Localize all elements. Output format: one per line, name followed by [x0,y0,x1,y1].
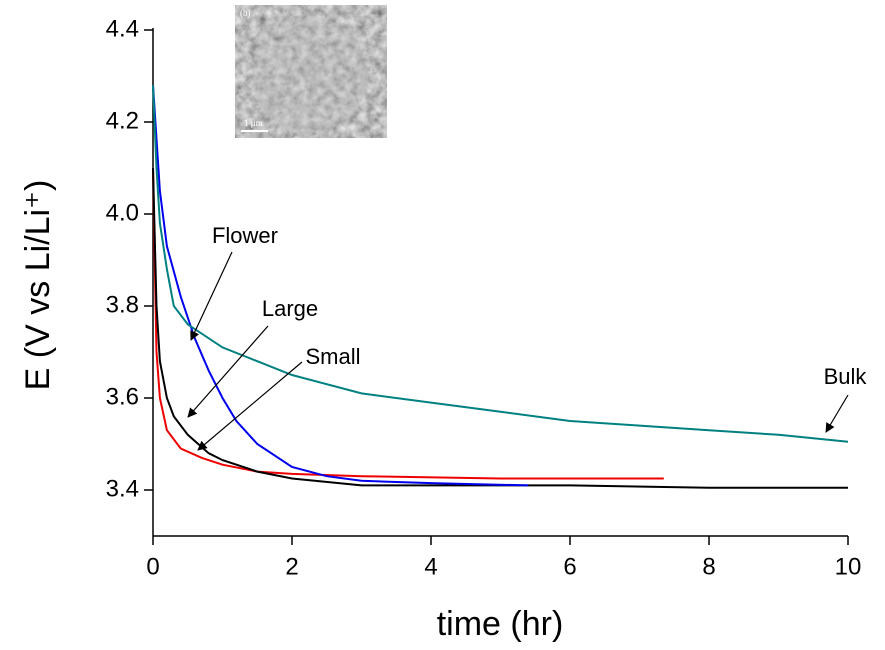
inset-photo [235,5,387,138]
series-line [152,167,848,489]
y-tick-label: 3.6 [106,383,139,410]
x-tick-label: 2 [285,553,298,580]
inset-scale: 1 μm [244,118,263,128]
inset-label: (b) [240,8,251,18]
series-line [152,167,664,480]
y-tick-label: 3.4 [106,475,139,502]
series-label: Large [262,296,318,321]
y-tick-label: 4.4 [106,15,139,42]
y-axis-title: E (V vs Li/Li⁺) [19,180,57,391]
x-tick-label: 6 [563,553,576,580]
series-line [152,85,849,443]
x-tick-label: 8 [702,553,715,580]
label-arrow [197,361,303,451]
series-label: Bulk [824,364,868,389]
series-label: Small [305,344,360,369]
label-arrow [825,394,849,433]
y-tick-label: 4.2 [106,107,139,134]
y-tick-label: 4.0 [106,199,139,226]
x-tick-label: 10 [835,553,862,580]
series-label: Flower [212,223,278,248]
y-tick-label: 3.8 [106,291,139,318]
label-arrow [190,251,233,341]
inset-image: (b) 1 μm [235,5,387,138]
x-axis-title: time (hr) [437,605,564,643]
series-line [152,85,529,487]
label-arrow [187,325,269,418]
x-tick-label: 0 [146,553,159,580]
inset-particle [252,17,368,133]
x-tick-label: 4 [424,553,437,580]
